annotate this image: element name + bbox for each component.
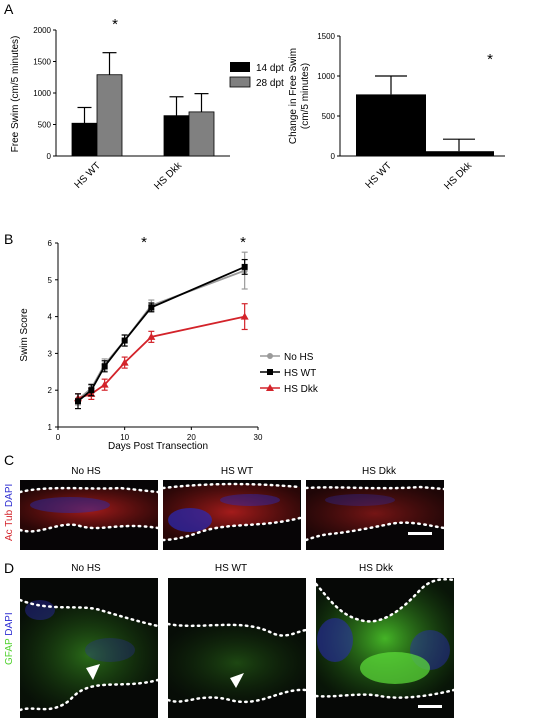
panel-label-c: C [4, 452, 14, 468]
micrograph-d-hs-dkk [314, 578, 456, 718]
b-point [147, 332, 156, 340]
b-point [88, 387, 95, 394]
micrograph-c-no-hs [18, 480, 160, 550]
b-x-tick-label: 10 [120, 433, 129, 442]
legend-label: 28 dpt [256, 78, 284, 89]
b-significance-star: * [240, 234, 246, 251]
b-x-tick-label: 20 [187, 433, 196, 442]
a1-bar [96, 74, 123, 157]
a2-y-tick-label: 0 [331, 152, 336, 161]
arrowhead-marker [86, 664, 100, 680]
a1-bar [163, 115, 190, 157]
b-point [121, 337, 128, 344]
c-title: HS Dkk [362, 466, 397, 477]
scale-bar [418, 705, 442, 708]
b-point [100, 380, 109, 388]
b-point [241, 263, 248, 270]
chart-a2-change-free-swim: 0 500 1000 1500 Change in Free Swim (cm/5 m… [288, 32, 505, 192]
b-point [120, 358, 129, 366]
b-point [101, 363, 108, 370]
legend-label: HS WT [284, 368, 316, 379]
legend-label: HS Dkk [284, 384, 319, 395]
b-y-axis-label: Swim Score [19, 308, 30, 362]
a2-category-label: HS Dkk [442, 160, 474, 192]
panel-label-d: D [4, 560, 14, 576]
micrograph-c-hs-wt [161, 480, 302, 550]
b-y-tick-label: 4 [48, 313, 53, 322]
legend-swatch-28dpt [229, 76, 251, 88]
panel-c-micrographs: Ac Tub DAPI No HS HS WT HS Dkk [4, 466, 446, 550]
panel-label-b: B [4, 231, 13, 247]
c-title: HS WT [221, 466, 253, 477]
a2-category-label: HS WT [364, 160, 395, 191]
b-y-tick-label: 6 [48, 239, 53, 248]
legend-swatch-14dpt [230, 62, 250, 72]
legend-label: 14 dpt [256, 63, 284, 74]
panel-label-a: A [4, 1, 14, 17]
b-y-tick-label: 2 [48, 386, 53, 395]
a2-significance-star: * [487, 51, 493, 68]
micrograph-d-hs-wt [166, 578, 308, 718]
b-x-axis-label: Days Post Transection [108, 441, 208, 452]
b-legend: No HS HS WT HS Dkk [260, 352, 319, 395]
a1-category-label: HS Dkk [152, 160, 184, 192]
a2-y-tick-label: 1000 [317, 72, 335, 81]
a2-y-tick-label: 500 [322, 112, 336, 121]
b-x-tick-label: 0 [56, 433, 61, 442]
a2-bar [356, 94, 426, 156]
a1-y-tick-label: 2000 [33, 26, 51, 35]
b-y-tick-label: 5 [48, 276, 53, 285]
b-point [75, 398, 81, 405]
a1-bar [188, 111, 215, 157]
a2-y-tick-label: 1500 [317, 32, 335, 41]
c-y-label: Ac Tub DAPI [4, 484, 15, 541]
a2-y-axis-label-line1: Change in Free Swim [288, 48, 299, 144]
b-y-tick-label: 3 [48, 349, 53, 358]
a1-significance-star: * [112, 16, 118, 33]
legend-label: No HS [284, 352, 314, 363]
chart-a1-free-swim: 0 500 1000 1500 2000 Free Swim (cm/5 minutes… [10, 16, 284, 192]
legend-marker-hs-dkk [266, 384, 274, 391]
c-title: No HS [71, 466, 101, 477]
b-x-tick-label: 30 [254, 433, 263, 442]
a1-legend: 14 dpt 28 dpt [229, 62, 284, 89]
chart-b-swim-score: 1 2 3 4 5 6 0 10 20 30 Swim Score Days Post Tran… [19, 234, 319, 452]
d-y-label: GFAP DAPI [4, 612, 15, 665]
b-point [240, 312, 249, 320]
a2-bar [424, 151, 494, 156]
a1-bar [71, 122, 98, 157]
arrowhead-marker [230, 673, 244, 688]
a1-category-label: HS WT [73, 160, 104, 191]
legend-marker-hs-wt [267, 369, 273, 375]
a1-y-tick-label: 500 [38, 121, 52, 130]
a1-y-tick-label: 0 [47, 152, 52, 161]
b-y-tick-label: 1 [48, 423, 53, 432]
legend-marker-no-hs [267, 353, 273, 359]
b-significance-star: * [141, 234, 147, 251]
b-point [148, 304, 155, 311]
a1-y-axis-label: Free Swim (cm/5 minutes) [10, 36, 21, 153]
d-title: No HS [71, 563, 101, 574]
micrograph-c-hs-dkk [304, 480, 446, 550]
a1-y-tick-label: 1000 [33, 89, 51, 98]
d-title: HS Dkk [359, 563, 394, 574]
a2-y-axis-label-line2: (cm/5 minutes) [300, 63, 311, 129]
a1-y-tick-label: 1500 [33, 58, 51, 67]
d-title: HS WT [215, 563, 247, 574]
scale-bar [408, 532, 432, 535]
panel-d-micrographs: GFAP DAPI No HS HS WT HS Dkk [4, 563, 456, 718]
micrograph-d-no-hs [18, 578, 160, 718]
